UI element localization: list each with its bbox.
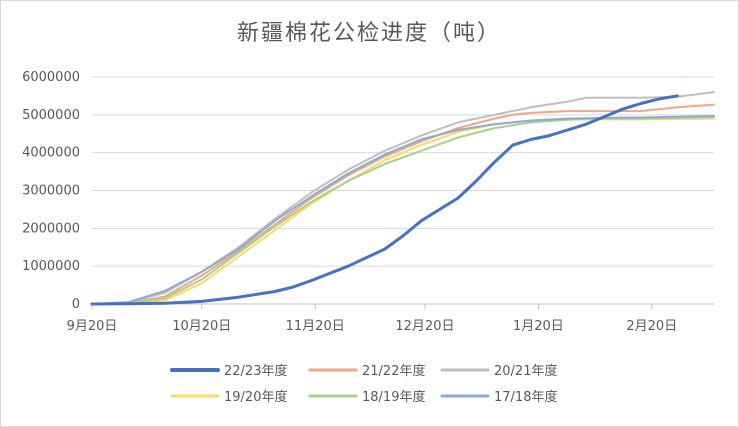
chart-title: 新疆棉花公检进度（吨）	[237, 21, 501, 46]
legend-label: 20/21年度	[494, 363, 557, 379]
y-tick-label: 6000000	[22, 70, 80, 85]
x-tick-label: 10月20日	[172, 319, 231, 334]
legend-label: 21/22年度	[362, 363, 425, 379]
legend: 22/23年度 21/22年度 20/21年度 19/20年度 18/19年度 17/18…	[170, 363, 557, 405]
series-line-1	[91, 103, 715, 305]
x-tick-label: 9月20日	[67, 319, 118, 334]
x-tick-label: 1月20日	[513, 319, 564, 334]
y-tick-label: 5000000	[22, 108, 80, 123]
series-line-4	[91, 115, 715, 305]
series-layer	[90, 91, 715, 306]
x-axis-ticks: 9月20日 10月20日 11月20日 12月20日 1月20日 2月20日	[67, 304, 677, 334]
series-line-5	[91, 115, 715, 305]
legend-label: 19/20年度	[224, 389, 287, 405]
series-line-2	[91, 91, 715, 305]
series-line-0	[90, 94, 679, 306]
x-tick-label: 11月20日	[286, 319, 345, 334]
legend-label: 17/18年度	[494, 389, 557, 405]
x-tick-label: 12月20日	[395, 319, 454, 334]
y-axis-ticks: 0 1000000 2000000 3000000 4000000 5000000 6000…	[22, 70, 80, 312]
y-tick-label: 0	[72, 297, 80, 312]
legend-label: 18/19年度	[362, 389, 425, 405]
legend-label: 22/23年度	[224, 363, 287, 379]
y-tick-label: 1000000	[22, 259, 80, 274]
y-tick-label: 3000000	[22, 184, 80, 199]
x-tick-label: 2月20日	[626, 319, 677, 334]
y-tick-label: 2000000	[22, 221, 80, 236]
y-tick-label: 4000000	[22, 146, 80, 161]
